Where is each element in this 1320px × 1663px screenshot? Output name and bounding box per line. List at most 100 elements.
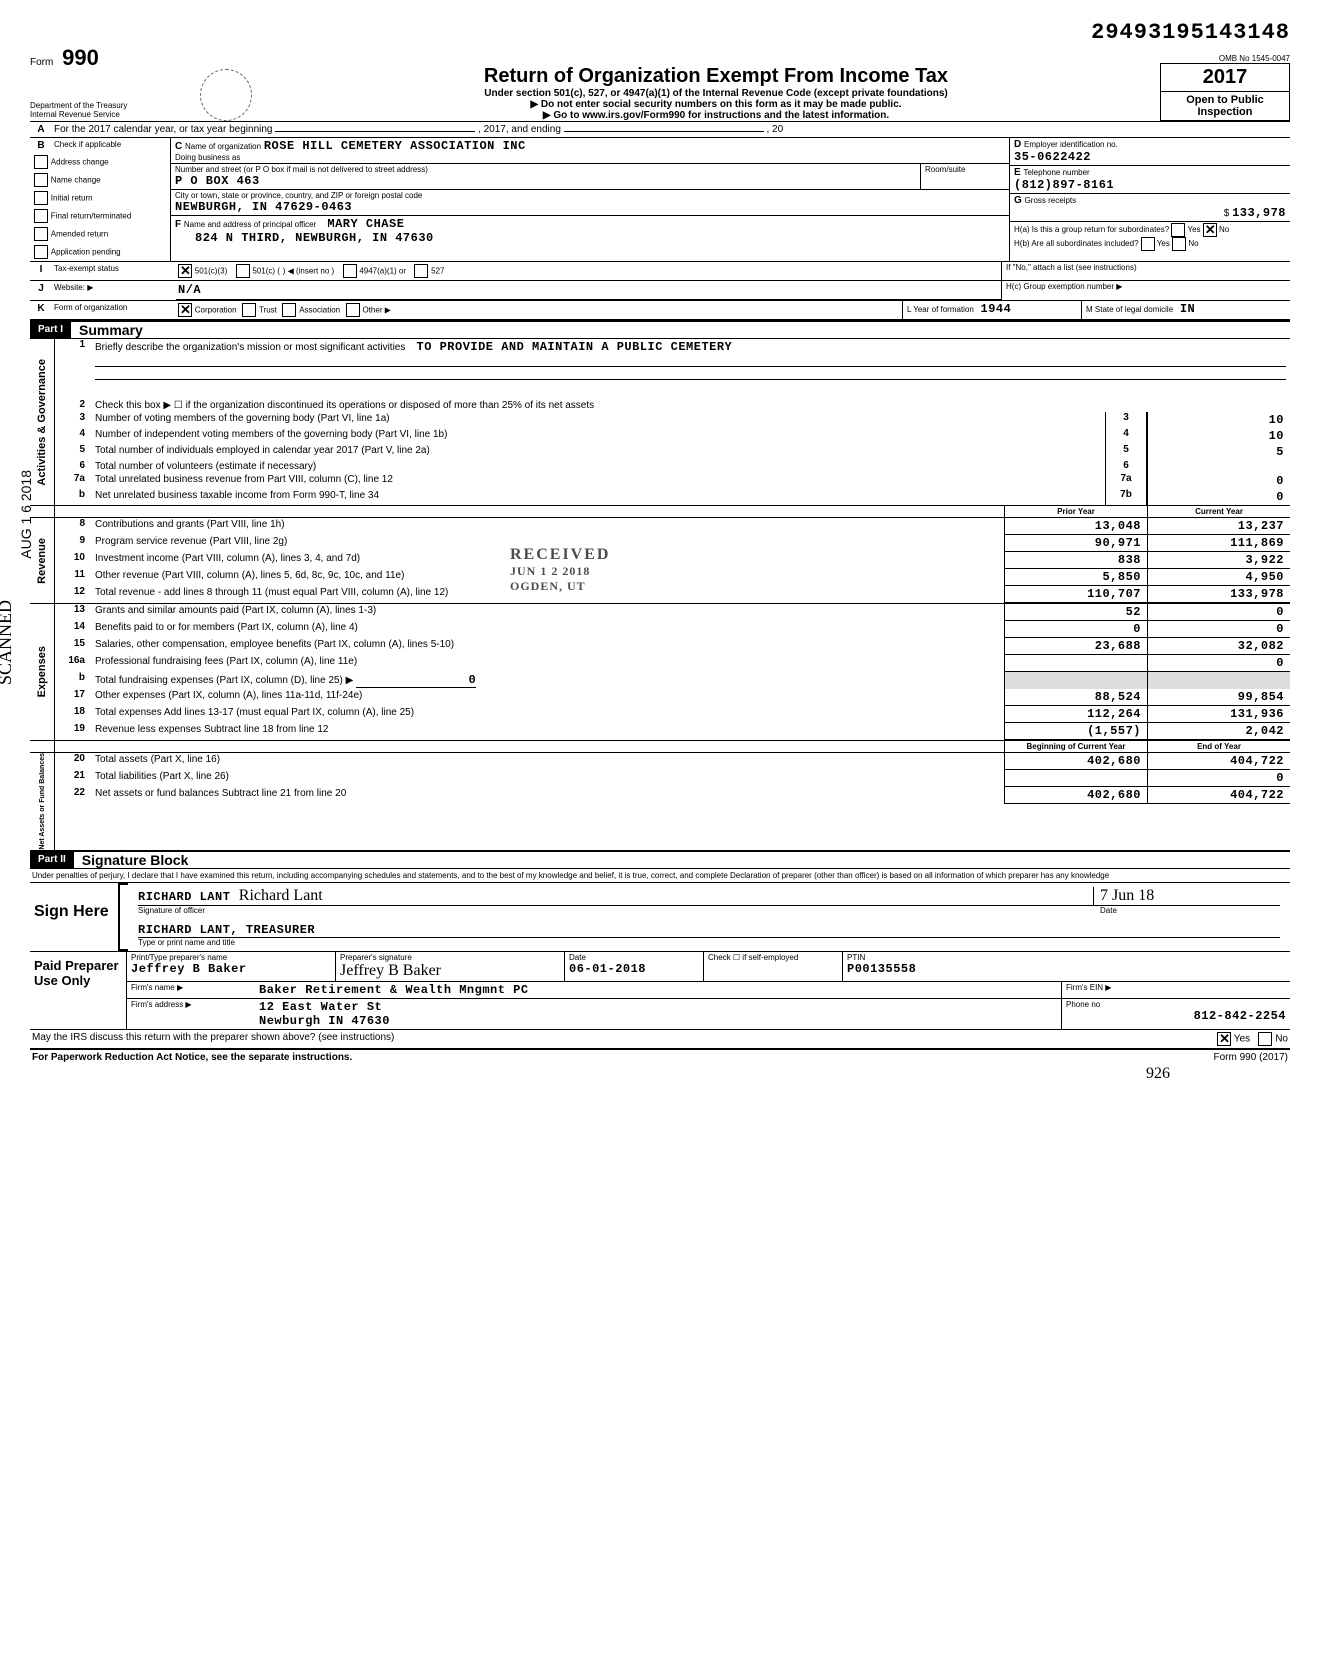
l18d: Total expenses Add lines 13-17 (must equ… xyxy=(91,706,1004,723)
prep-name: Jeffrey B Baker xyxy=(131,962,331,976)
phone-value: (812)897-8161 xyxy=(1014,178,1286,192)
lbl-address-change: Address change xyxy=(51,158,109,167)
side-net: Net Assets or Fund Balances xyxy=(39,753,46,850)
l17d: Other expenses (Part IX, column (A), lin… xyxy=(91,689,1004,706)
cb-501c3[interactable] xyxy=(178,264,192,278)
ln14: 14 xyxy=(55,621,91,638)
cb-hb-no[interactable] xyxy=(1172,237,1186,251)
l22d: Net assets or fund balances Subtract lin… xyxy=(91,787,1004,804)
l7bv: 0 xyxy=(1147,489,1290,505)
hb-label: H(b) Are all subordinates included? xyxy=(1014,239,1139,248)
cb-initial-return[interactable] xyxy=(34,191,48,205)
year-formation: 1944 xyxy=(981,302,1012,316)
l3v: 10 xyxy=(1147,412,1290,428)
l7an: 7a xyxy=(1105,473,1147,489)
l11c: 4,950 xyxy=(1147,569,1290,586)
l3-desc: Number of voting members of the governin… xyxy=(91,412,1105,428)
officer-addr: 824 N THIRD, NEWBURGH, IN 47630 xyxy=(175,231,1005,245)
cb-527[interactable] xyxy=(414,264,428,278)
state-domicile: IN xyxy=(1180,302,1195,316)
form-subtitle: Under section 501(c), 527, or 4947(a)(1)… xyxy=(272,88,1160,99)
l5-desc: Total number of individuals employed in … xyxy=(91,444,1105,460)
l4n: 4 xyxy=(1105,428,1147,444)
room-suite-label: Room/suite xyxy=(920,164,1009,189)
l19p: (1,557) xyxy=(1004,723,1147,740)
cb-hb-yes[interactable] xyxy=(1141,237,1155,251)
tax-exempt-label: Tax-exempt status xyxy=(52,262,176,280)
org-name: ROSE HILL CEMETERY ASSOCIATION INC xyxy=(264,139,526,153)
l7bn: 7b xyxy=(1105,489,1147,505)
state-domicile-label: M State of legal domicile xyxy=(1086,305,1173,314)
l13d: Grants and similar amounts paid (Part IX… xyxy=(91,604,1004,621)
firm-addr1: 12 East Water St xyxy=(259,1000,1057,1014)
l5n: 5 xyxy=(1105,444,1147,460)
prep-date: 06-01-2018 xyxy=(569,962,699,976)
opt-assoc: Association xyxy=(299,306,340,315)
website-label: Website: ▶ xyxy=(52,281,176,300)
col-begin: Beginning of Current Year xyxy=(1004,741,1147,752)
cb-address-change[interactable] xyxy=(34,155,48,169)
l16ac: 0 xyxy=(1147,655,1290,672)
ln20: 20 xyxy=(55,753,91,770)
l16b-shade2 xyxy=(1147,672,1290,689)
l15d: Salaries, other compensation, employee b… xyxy=(91,638,1004,655)
cb-ha-no[interactable] xyxy=(1203,223,1217,237)
prep-date-label: Date xyxy=(569,953,699,962)
dept-irs: Internal Revenue Service xyxy=(30,110,180,119)
l4v: 10 xyxy=(1147,428,1290,444)
cb-other[interactable] xyxy=(346,303,360,317)
form-footer: Form 990 (2017) xyxy=(1214,1052,1288,1063)
l10c: 3,922 xyxy=(1147,552,1290,569)
ln6: 6 xyxy=(55,460,91,473)
cb-ha-yes[interactable] xyxy=(1171,223,1185,237)
cb-app-pending[interactable] xyxy=(34,245,48,259)
firm-addr2: Newburgh IN 47630 xyxy=(259,1014,1057,1028)
tax-year: 2017 xyxy=(1160,63,1290,92)
ln16a: 16a xyxy=(55,655,91,672)
ptin-label: PTIN xyxy=(847,953,1286,962)
paperwork-notice: For Paperwork Reduction Act Notice, see … xyxy=(32,1052,1214,1063)
l14c: 0 xyxy=(1147,621,1290,638)
ln19: 19 xyxy=(55,723,91,740)
l2-desc: Check this box ▶ ☐ if the organization d… xyxy=(91,399,1290,412)
cb-trust[interactable] xyxy=(242,303,256,317)
ptin-value: P00135558 xyxy=(847,962,1286,976)
cb-discuss-no[interactable] xyxy=(1258,1032,1272,1046)
ln1: 1 xyxy=(55,339,91,399)
l21p xyxy=(1004,770,1147,787)
cb-amended[interactable] xyxy=(34,227,48,241)
firm-ein-label: Firm's EIN ▶ xyxy=(1061,982,1290,998)
form-number: 990 xyxy=(62,45,99,70)
city-value: NEWBURGH, IN 47629-0463 xyxy=(175,200,1005,214)
line-a-mid: , 2017, and ending xyxy=(478,124,561,135)
cb-assoc[interactable] xyxy=(282,303,296,317)
ln12: 12 xyxy=(55,586,91,603)
line-j-label: J xyxy=(30,281,52,300)
cb-final-return[interactable] xyxy=(34,209,48,223)
l16bv: 0 xyxy=(356,673,476,688)
line-i-label: I xyxy=(30,262,52,280)
cb-501c[interactable] xyxy=(236,264,250,278)
scanned-stamp: SCANNED xyxy=(0,600,16,685)
cb-discuss-yes[interactable] xyxy=(1217,1032,1231,1046)
paid-preparer-label: Paid Preparer Use Only xyxy=(30,952,126,1029)
l19c: 2,042 xyxy=(1147,723,1290,740)
cb-corp[interactable] xyxy=(178,303,192,317)
officer-name: MARY CHASE xyxy=(327,217,404,231)
year-formation-label: L Year of formation xyxy=(907,305,974,314)
sig-signature: Richard Lant xyxy=(239,887,323,904)
opt-4947: 4947(a)(1) or xyxy=(359,267,406,276)
l19d: Revenue less expenses Subtract line 18 f… xyxy=(91,723,1004,740)
ln15: 15 xyxy=(55,638,91,655)
part2-header: Part II xyxy=(30,852,74,868)
l7av: 0 xyxy=(1147,473,1290,489)
city-label: City or town, state or province, country… xyxy=(175,191,1005,200)
l6n: 6 xyxy=(1105,460,1147,473)
ln2: 2 xyxy=(55,399,91,412)
cb-name-change[interactable] xyxy=(34,173,48,187)
prep-sig-label: Preparer's signature xyxy=(340,953,560,962)
sig-name-typed: RICHARD LANT xyxy=(138,890,230,904)
cb-4947[interactable] xyxy=(343,264,357,278)
ln8: 8 xyxy=(55,518,91,535)
l4-desc: Number of independent voting members of … xyxy=(91,428,1105,444)
